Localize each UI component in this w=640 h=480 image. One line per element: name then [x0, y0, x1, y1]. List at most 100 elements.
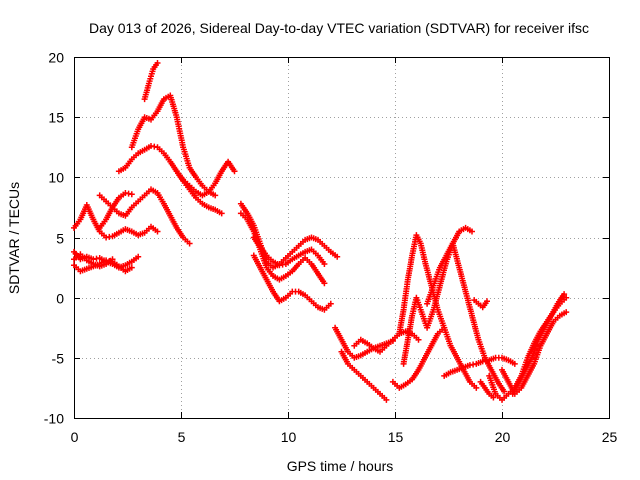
- data-point: [201, 202, 204, 205]
- data-series: [424, 240, 508, 395]
- data-point: [143, 194, 146, 197]
- data-point: [477, 302, 480, 305]
- data-point: [195, 176, 197, 179]
- data-point: [488, 374, 491, 377]
- data-point: [518, 380, 521, 383]
- data-point: [481, 306, 484, 309]
- data-point: [175, 116, 178, 119]
- data-point: [496, 380, 499, 383]
- data-point: [424, 260, 426, 263]
- data-series: [338, 348, 390, 403]
- data-point: [130, 260, 133, 263]
- data-point: [565, 311, 568, 314]
- data-series: [471, 297, 490, 311]
- data-point: [340, 350, 343, 353]
- data-point: [462, 366, 465, 369]
- data-points: [71, 60, 570, 403]
- data-point: [214, 194, 217, 197]
- data-point: [137, 152, 140, 155]
- y-tick-label: 15: [48, 110, 64, 126]
- data-point: [278, 300, 281, 303]
- data-point: [130, 158, 133, 161]
- data-point: [98, 226, 101, 229]
- data-point: [188, 188, 191, 191]
- data-series: [71, 202, 161, 241]
- series-markers: [173, 158, 238, 199]
- data-point: [92, 218, 95, 221]
- data-point: [201, 184, 204, 187]
- data-point: [259, 246, 262, 249]
- data-point: [359, 374, 362, 377]
- data-point: [468, 364, 471, 367]
- data-series: [509, 291, 568, 397]
- data-point: [297, 254, 300, 257]
- data-point: [79, 218, 82, 221]
- data-point: [195, 196, 197, 199]
- chart-title: Day 013 of 2026, Sidereal Day-to-day VTE…: [89, 20, 589, 36]
- data-point: [545, 332, 548, 335]
- data-point: [507, 359, 510, 362]
- data-point: [156, 192, 159, 194]
- data-point: [130, 266, 133, 269]
- data-point: [284, 263, 287, 265]
- data-point: [105, 263, 108, 265]
- data-point: [537, 338, 540, 341]
- data-point: [73, 250, 75, 253]
- data-point: [432, 284, 435, 287]
- data-point: [507, 392, 510, 395]
- data-point: [520, 386, 523, 389]
- data-point: [353, 368, 356, 371]
- data-point: [492, 396, 495, 399]
- data-point: [98, 265, 101, 268]
- y-axis-label: SDTVAR / TECUs: [6, 182, 22, 294]
- series-markers: [389, 324, 448, 391]
- data-point: [156, 146, 159, 149]
- data-point: [404, 383, 407, 386]
- data-point: [310, 248, 313, 251]
- data-point: [105, 218, 108, 221]
- data-point: [156, 62, 159, 64]
- data-point: [543, 326, 546, 329]
- data-point: [143, 98, 146, 101]
- data-point: [291, 270, 294, 273]
- data-point: [323, 244, 326, 247]
- data-point: [130, 146, 133, 149]
- data-point: [488, 359, 491, 362]
- data-point: [426, 302, 429, 305]
- data-point: [471, 230, 473, 233]
- data-point: [195, 190, 197, 193]
- data-point: [214, 208, 217, 211]
- y-tick-label: 20: [48, 50, 64, 66]
- data-point: [73, 258, 75, 261]
- data-point: [558, 314, 561, 317]
- data-point: [436, 332, 439, 335]
- data-point: [124, 192, 127, 194]
- data-point: [252, 254, 255, 257]
- x-tick-label: 15: [388, 429, 404, 445]
- data-series: [389, 324, 448, 391]
- data-point: [379, 350, 381, 353]
- data-point: [411, 314, 414, 317]
- data-point: [404, 330, 407, 333]
- data-point: [475, 386, 478, 389]
- data-point: [272, 290, 274, 293]
- data-point: [291, 250, 294, 253]
- data-point: [526, 356, 529, 359]
- data-series: [250, 234, 328, 269]
- data-point: [143, 231, 146, 234]
- series-markers: [338, 348, 390, 403]
- data-point: [111, 206, 114, 209]
- data-point: [317, 272, 319, 275]
- data-point: [111, 235, 114, 238]
- data-point: [539, 344, 542, 347]
- data-point: [175, 226, 178, 229]
- data-point: [291, 290, 294, 293]
- data-point: [353, 356, 356, 359]
- data-point: [220, 212, 223, 215]
- x-tick-label: 10: [281, 429, 297, 445]
- data-point: [346, 362, 349, 365]
- data-point: [310, 300, 313, 303]
- data-point: [147, 82, 150, 85]
- data-point: [426, 326, 429, 329]
- data-series: [250, 252, 334, 313]
